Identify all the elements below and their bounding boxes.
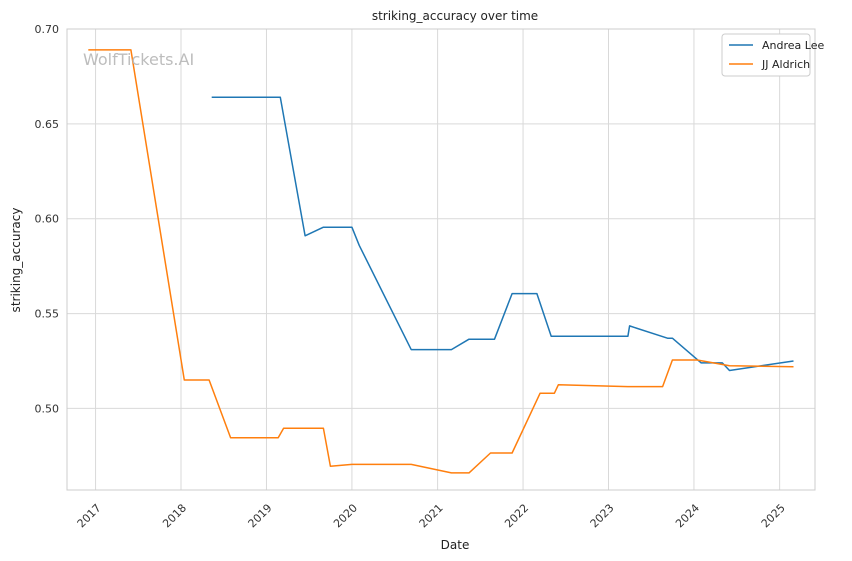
legend: Andrea Lee JJ Aldrich <box>721 33 824 77</box>
x-axis-label: Date <box>441 538 470 552</box>
x-tick-label: 2021 <box>417 501 446 530</box>
y-axis-ticks: 0.50 0.55 0.60 0.65 0.70 <box>35 23 60 415</box>
plot-frame <box>66 28 816 491</box>
y-tick-label: 0.50 <box>35 402 60 415</box>
legend-label: JJ Aldrich <box>761 58 810 71</box>
grid-lines <box>67 28 815 490</box>
y-tick-label: 0.70 <box>35 23 60 36</box>
x-tick-label: 2020 <box>331 501 360 530</box>
x-axis-ticks: 2017 2018 2019 2020 2021 2022 2023 2024 2025 <box>75 501 788 530</box>
y-tick-label: 0.65 <box>35 118 60 131</box>
x-tick-label: 2024 <box>673 501 702 530</box>
y-tick-label: 0.60 <box>35 213 60 226</box>
chart-title: striking_accuracy over time <box>372 9 538 23</box>
x-tick-label: 2017 <box>75 501 104 530</box>
x-tick-label: 2025 <box>759 501 788 530</box>
y-tick-label: 0.55 <box>35 308 60 321</box>
x-tick-label: 2018 <box>160 501 189 530</box>
x-tick-label: 2022 <box>502 501 531 530</box>
legend-label: Andrea Lee <box>762 39 824 52</box>
y-axis-label: striking_accuracy <box>9 208 23 313</box>
x-tick-label: 2019 <box>246 501 275 530</box>
series-line-jj-aldrich <box>88 49 794 474</box>
x-tick-label: 2023 <box>588 501 617 530</box>
series-layer <box>88 49 794 474</box>
series-line-andrea-lee <box>211 96 794 372</box>
watermark: WolfTickets.AI <box>83 50 194 69</box>
